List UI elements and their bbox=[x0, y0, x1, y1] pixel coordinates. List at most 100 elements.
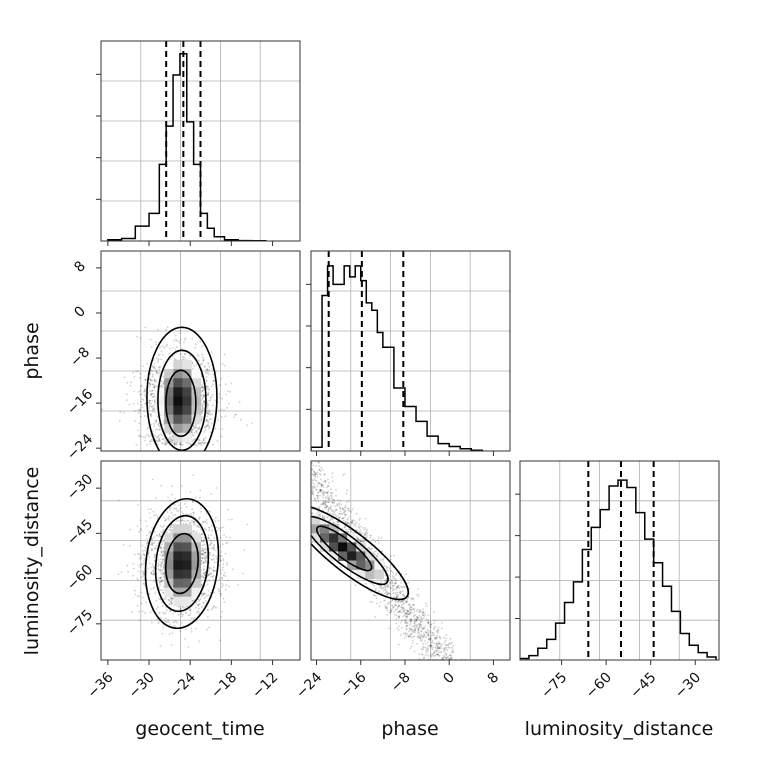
scatter-point bbox=[195, 496, 198, 499]
scatter-point bbox=[333, 511, 335, 514]
scatter-point bbox=[459, 698, 461, 700]
scatter-point bbox=[423, 611, 425, 614]
scatter-point bbox=[209, 542, 212, 545]
scatter-point bbox=[475, 685, 477, 687]
scatter-point bbox=[433, 662, 435, 664]
scatter-point bbox=[220, 527, 222, 529]
scatter-point bbox=[212, 519, 215, 521]
scatter-point bbox=[173, 442, 176, 444]
scatter-point bbox=[151, 373, 154, 375]
scatter-point bbox=[149, 516, 152, 519]
scatter-point bbox=[126, 381, 129, 384]
scatter-point bbox=[197, 525, 199, 528]
scatter-point bbox=[407, 596, 410, 599]
scatter-point bbox=[139, 527, 142, 530]
scatter-point bbox=[293, 448, 295, 450]
scatter-point bbox=[118, 420, 121, 422]
scatter-point bbox=[201, 409, 204, 412]
scatter-point bbox=[189, 609, 192, 612]
scatter-point bbox=[211, 383, 214, 385]
scatter-point bbox=[459, 675, 461, 677]
scatter-point bbox=[374, 553, 377, 556]
scatter-point bbox=[159, 564, 162, 567]
scatter-point bbox=[162, 598, 165, 600]
scatter-point bbox=[397, 611, 399, 614]
scatter-point bbox=[143, 410, 145, 413]
scatter-point bbox=[150, 405, 153, 408]
scatter-point bbox=[400, 611, 402, 614]
scatter-point bbox=[455, 665, 457, 667]
scatter-point bbox=[353, 519, 356, 522]
scatter-point bbox=[158, 620, 160, 623]
scatter-point bbox=[218, 590, 220, 593]
scatter-point bbox=[154, 592, 157, 594]
scatter-point bbox=[152, 569, 155, 571]
scatter-point bbox=[435, 643, 438, 645]
scatter-point bbox=[427, 683, 429, 685]
scatter-point bbox=[380, 581, 382, 584]
scatter-point bbox=[319, 470, 322, 472]
scatter-point bbox=[417, 630, 419, 633]
scatter-point bbox=[203, 568, 206, 570]
scatter-point bbox=[159, 598, 162, 601]
scatter-point bbox=[183, 356, 185, 359]
scatter-point bbox=[421, 620, 423, 623]
scatter-point bbox=[139, 393, 142, 396]
scatter-point bbox=[330, 509, 333, 511]
scatter-point bbox=[206, 522, 209, 525]
scatter-point bbox=[175, 508, 178, 510]
density-cell bbox=[182, 432, 192, 443]
scatter-point bbox=[151, 526, 154, 529]
scatter-point bbox=[403, 601, 405, 604]
scatter-point bbox=[192, 474, 195, 477]
scatter-point bbox=[224, 575, 227, 578]
scatter-point bbox=[159, 433, 162, 436]
scatter-point bbox=[231, 568, 234, 571]
scatter-point bbox=[478, 730, 480, 732]
scatter-point bbox=[193, 431, 196, 434]
scatter-point bbox=[394, 592, 397, 594]
scatter-point bbox=[437, 626, 440, 629]
scatter-point bbox=[159, 576, 162, 579]
scatter-point bbox=[384, 588, 386, 591]
scatter-point bbox=[203, 395, 206, 397]
scatter-point bbox=[408, 581, 410, 584]
scatter-point bbox=[329, 519, 332, 522]
scatter-point bbox=[437, 632, 439, 634]
scatter-point bbox=[151, 543, 154, 546]
scatter-point bbox=[305, 463, 307, 465]
scatter-point bbox=[160, 580, 163, 583]
scatter-point bbox=[391, 608, 393, 610]
scatter-point bbox=[421, 635, 424, 638]
scatter-point bbox=[122, 543, 125, 546]
scatter-point bbox=[302, 456, 304, 458]
scatter-point bbox=[457, 698, 459, 700]
scatter-point bbox=[199, 442, 202, 445]
scatter-point bbox=[316, 485, 319, 487]
scatter-point bbox=[330, 496, 333, 499]
scatter-point bbox=[160, 380, 163, 383]
scatter-point bbox=[169, 439, 172, 442]
scatter-point bbox=[159, 535, 161, 537]
scatter-point bbox=[132, 403, 135, 405]
scatter-point bbox=[137, 434, 140, 437]
scatter-point bbox=[153, 367, 156, 369]
scatter-point bbox=[427, 619, 429, 622]
scatter-point bbox=[193, 523, 195, 526]
scatter-point bbox=[135, 443, 138, 446]
scatter-point bbox=[316, 488, 318, 491]
scatter-point bbox=[417, 593, 420, 596]
scatter-point bbox=[439, 661, 441, 663]
scatter-point bbox=[133, 376, 136, 378]
scatter-point bbox=[201, 557, 204, 560]
scatter-point bbox=[211, 542, 213, 544]
scatter-point bbox=[212, 443, 214, 446]
scatter-point bbox=[181, 605, 184, 608]
scatter-point bbox=[178, 520, 180, 522]
scatter-point bbox=[404, 618, 407, 621]
scatter-point bbox=[388, 592, 390, 594]
scatter-point bbox=[156, 618, 158, 620]
scatter-point bbox=[223, 364, 226, 367]
scatter-point bbox=[144, 326, 147, 329]
scatter-point bbox=[314, 474, 316, 477]
